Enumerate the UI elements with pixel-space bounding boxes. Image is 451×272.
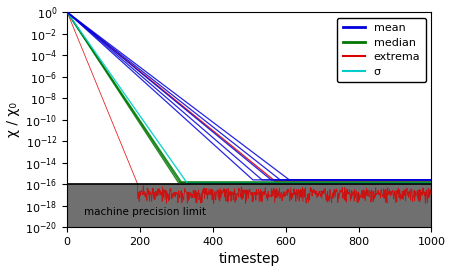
Text: machine precision limit: machine precision limit (83, 207, 206, 217)
Bar (67, 184, 432, 227)
Legend: mean, median, extrema, σ: mean, median, extrema, σ (337, 18, 426, 82)
Y-axis label: χ / χ₀: χ / χ₀ (5, 102, 19, 137)
X-axis label: timestep: timestep (219, 252, 280, 267)
